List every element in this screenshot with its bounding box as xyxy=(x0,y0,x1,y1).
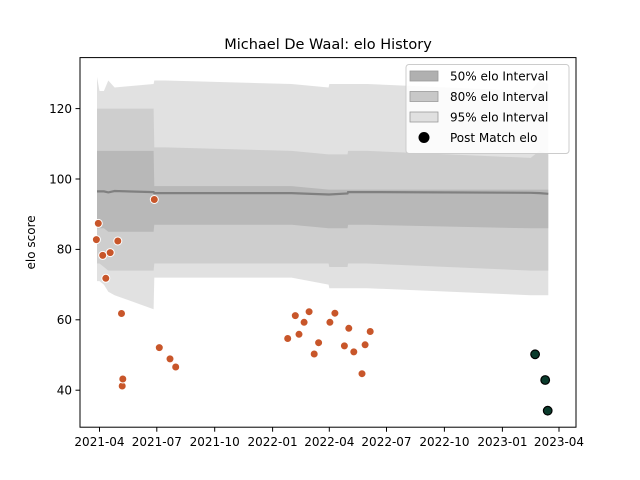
x-tick-label: 2022-10 xyxy=(419,435,469,449)
post-match-point xyxy=(283,334,293,343)
post-match-point xyxy=(299,317,309,327)
post-match-point xyxy=(290,311,300,321)
post-match-point xyxy=(339,341,349,351)
chart-title: Michael De Waal: elo History xyxy=(224,37,432,53)
y-axis-ticks: 40 60 80 100 120 xyxy=(49,102,80,398)
recent-match-point xyxy=(530,349,540,360)
post-match-point xyxy=(101,273,111,283)
x-axis-ticks: 2021-04 2021-07 2021-10 2022-01 2022-04 2022-… xyxy=(74,427,584,449)
x-tick-label: 2022-01 xyxy=(248,435,298,449)
post-match-point xyxy=(93,218,103,228)
legend-marker xyxy=(418,132,430,143)
legend-swatch xyxy=(409,111,439,123)
x-tick-label: 2022-07 xyxy=(361,435,411,449)
x-tick-label: 2021-04 xyxy=(74,435,124,449)
post-match-point xyxy=(171,362,181,372)
legend: 50% elo Interval 80% elo Interval 95% elo … xyxy=(405,64,570,154)
post-match-point xyxy=(294,329,304,339)
legend-label: 80% elo Interval xyxy=(450,90,548,104)
post-match-point xyxy=(344,323,354,333)
post-match-point xyxy=(91,235,101,245)
y-tick-label: 80 xyxy=(57,243,72,257)
y-tick-label: 60 xyxy=(57,313,72,327)
recent-match-point xyxy=(540,375,551,385)
legend-label: 95% elo Interval xyxy=(450,110,548,124)
post-match-point xyxy=(98,250,108,260)
y-axis-label: elo score xyxy=(24,215,38,269)
plot-frame xyxy=(79,57,577,428)
post-match-point xyxy=(304,307,314,317)
post-match-point xyxy=(357,369,367,379)
post-match-points xyxy=(91,195,553,416)
legend-label: 50% elo Interval xyxy=(450,69,548,83)
post-match-point xyxy=(365,327,375,336)
y-tick-label: 40 xyxy=(57,384,72,398)
recent-match-point xyxy=(542,405,553,416)
post-match-point xyxy=(113,236,123,246)
center-line xyxy=(97,189,549,196)
post-match-point xyxy=(118,374,128,384)
post-match-point xyxy=(105,248,115,258)
post-match-point xyxy=(154,343,164,353)
x-tick-label: 2022-04 xyxy=(304,435,354,449)
legend-swatch xyxy=(409,70,439,82)
x-tick-label: 2023-01 xyxy=(477,435,527,449)
x-tick-label: 2021-10 xyxy=(190,435,240,449)
post-match-point xyxy=(330,308,340,318)
legend-label: Post Match elo xyxy=(450,131,537,145)
center-line-path xyxy=(97,189,549,196)
band-50 xyxy=(97,150,549,232)
post-match-point xyxy=(325,317,335,327)
post-match-point xyxy=(360,340,370,350)
y-tick-label: 100 xyxy=(49,172,72,186)
post-match-point xyxy=(117,309,126,318)
x-tick-label: 2021-07 xyxy=(132,435,182,449)
post-match-point xyxy=(314,338,324,348)
legend-swatch xyxy=(409,91,439,102)
post-match-point xyxy=(309,349,319,359)
legend-box xyxy=(405,64,570,154)
post-match-point xyxy=(165,354,175,364)
y-tick-label: 120 xyxy=(49,102,72,116)
post-match-point xyxy=(349,347,359,357)
x-tick-label: 2023-04 xyxy=(534,435,584,449)
post-match-point xyxy=(149,195,159,204)
